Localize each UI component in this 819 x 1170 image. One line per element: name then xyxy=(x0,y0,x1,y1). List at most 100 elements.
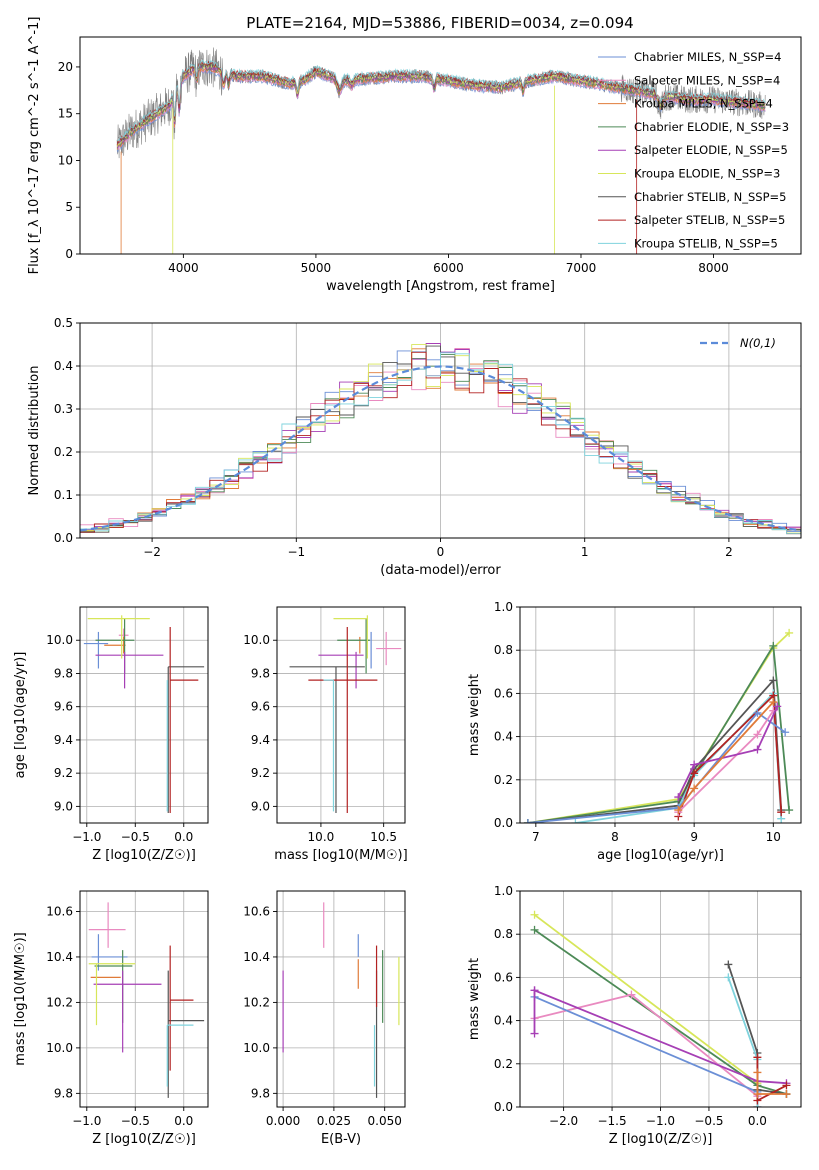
spectrum-xtick-label: 5000 xyxy=(301,261,332,275)
gaussian-curve xyxy=(80,365,801,532)
weight-marker-salpeter-elodie xyxy=(773,702,782,711)
weight_vs_age-axes: 7 8 9 10 0.0 0.2 0.4 0.6 0.8 1.0 age [log10(age/yr… xyxy=(467,600,802,863)
mass_vs_Z-ytick-label: 10.4 xyxy=(46,950,73,964)
weight-marker-chabrier-stelib xyxy=(724,960,733,969)
age_vs_Z-xlabel: Z [log10(Z/Z☉)] xyxy=(92,848,196,863)
weight_vs_Z-xtick-label: −1.5 xyxy=(597,1114,626,1128)
mass_vs_ebv-xtick-label: 0.050 xyxy=(368,1114,402,1128)
mass_vs_Z-xtick-label: 0.0 xyxy=(174,1114,193,1128)
residuals-ytick-label: 0.4 xyxy=(54,359,73,373)
weight-marker-kroupa-miles xyxy=(782,1090,791,1099)
residuals-plot-area xyxy=(80,343,801,535)
weight-marker-kroupa-stelib xyxy=(571,819,580,823)
legend-label-kroupa-stelib: Kroupa STELIB, N_SSP=5 xyxy=(634,236,778,250)
point-salpeter-elodie xyxy=(318,651,364,689)
age_vs_mass-xtick-label: 10.0 xyxy=(308,830,335,844)
weight-marker-salpeter-elodie xyxy=(753,745,762,754)
residuals-xtick-label: 1 xyxy=(581,545,589,559)
spectrum-ytick-label: 15 xyxy=(58,107,73,121)
point-salpeter-elodie xyxy=(95,651,164,689)
weight_vs_age-xlabel: age [log10(age/yr)] xyxy=(597,848,724,863)
mass_vs_Z-ytick-label: 10.6 xyxy=(46,904,73,918)
mass_vs_ebv-ytick-label: 10.6 xyxy=(243,904,270,918)
spectrum-xtick-label: 4000 xyxy=(168,261,199,275)
residuals-xtick-label: 0 xyxy=(437,545,445,559)
spectrum-ytick-label: 20 xyxy=(58,60,73,74)
age_vs_mass-ytick-label: 9.8 xyxy=(251,666,270,680)
point-chabrier-miles xyxy=(91,934,128,971)
weight_vs_age-xtick-label: 9 xyxy=(690,830,698,844)
mass_vs_Z-ytick-label: 10.0 xyxy=(46,1041,73,1055)
weight-marker-chabrier-miles xyxy=(753,708,762,717)
weight_vs_Z-xtick-label: 0.0 xyxy=(748,1114,767,1128)
weight-marker-kroupa-miles xyxy=(674,806,683,815)
age_vs_mass-ytick-label: 9.4 xyxy=(251,733,270,747)
residuals-ylabel: Normed distribution xyxy=(27,366,42,496)
mass_vs_Z-ytick-label: 10.2 xyxy=(46,995,73,1009)
weight-marker-kroupa-miles xyxy=(769,698,778,707)
residual-hist-kroupa-stelib xyxy=(80,352,801,535)
weight-marker-salpeter-stelib xyxy=(782,1081,791,1090)
point-kroupa-elodie xyxy=(333,615,368,659)
residual-hist-chabrier-stelib xyxy=(80,345,801,533)
mass_vs_Z-ylabel: mass [log10(M/M☉)] xyxy=(13,932,28,1065)
weight-line-salpeter-stelib xyxy=(677,693,783,817)
weight_vs_Z-ytick-label: 1.0 xyxy=(494,884,513,898)
point-kroupa-elodie xyxy=(87,615,150,659)
weight-marker-chabrier-miles xyxy=(523,819,532,823)
weight-marker-chabrier-elodie xyxy=(769,641,778,650)
mass_vs_Z-frame xyxy=(79,890,209,1108)
weight_vs_Z-axes: −2.0 −1.5 −1.0 −0.5 0.0 0.0 0.2 0.4 0.6 0.8 1.0 Z [… xyxy=(467,884,802,1147)
point-kroupa-stelib xyxy=(323,679,335,812)
mass_vs_Z-plot-area xyxy=(88,902,205,1098)
spectrum-ytick-label: 10 xyxy=(58,153,73,167)
mass_vs_ebv-frame xyxy=(276,890,406,1108)
age_vs_mass-ytick-label: 9.6 xyxy=(251,700,270,714)
spectrum-xtick-label: 6000 xyxy=(433,261,464,275)
age_vs_mass-axes: 10.0 10.5 9.0 9.2 9.4 9.6 9.8 10.0 mass [log10(M… xyxy=(243,606,408,863)
point-salpeter-stelib xyxy=(169,945,194,1071)
residuals-ytick-label: 0.0 xyxy=(54,531,73,545)
spectrum-ytick-label: 5 xyxy=(65,200,73,214)
weight-marker-chabrier-elodie xyxy=(785,806,794,815)
mass_vs_ebv-xtick-label: 0.025 xyxy=(317,1114,351,1128)
mass_vs_ebv-axes: 0.000 0.025 0.050 9.8 10.0 10.2 10.4 10.6 E(B-V) xyxy=(243,890,406,1147)
mass_vs_Z-xtick-label: −0.5 xyxy=(121,1114,150,1128)
point-kroupa-elodie xyxy=(88,963,136,1026)
age_vs_Z-ytick-label: 9.4 xyxy=(54,733,73,747)
weight-marker-kroupa-miles xyxy=(690,784,699,793)
weight_vs_age-ytick-label: 0.0 xyxy=(494,816,513,830)
weight_vs_Z-ytick-label: 0.2 xyxy=(494,1057,513,1071)
age_vs_Z-plot-area xyxy=(83,615,205,814)
weight_vs_age-xtick-label: 8 xyxy=(611,830,619,844)
weight_vs_age-ytick-label: 0.2 xyxy=(494,773,513,787)
weight-line-chabrier-miles xyxy=(527,711,786,823)
mass_vs_ebv-xtick-label: 0.000 xyxy=(266,1114,300,1128)
mass_vs_Z-xlabel: Z [log10(Z/Z☉)] xyxy=(92,1132,196,1147)
weight_vs_Z-xtick-label: −2.0 xyxy=(549,1114,578,1128)
age_vs_mass-ytick-label: 10.0 xyxy=(243,633,270,647)
point-salpeter-stelib xyxy=(308,626,378,814)
legend-label-chabrier-elodie: Chabrier ELODIE, N_SSP=3 xyxy=(634,120,789,134)
age_vs_mass-frame xyxy=(276,606,406,824)
legend-label-kroupa-miles: Kroupa MILES, N_SSP=4 xyxy=(634,97,773,111)
point-chabrier-elodie xyxy=(337,618,370,674)
weight_vs_Z-xtick-label: −0.5 xyxy=(694,1114,723,1128)
residual-legend: N(0,1) xyxy=(700,336,776,350)
weight_vs_age-ytick-label: 1.0 xyxy=(494,600,513,614)
mass_vs_ebv-ytick-label: 10.2 xyxy=(243,995,270,1009)
weight_vs_age-xtick-label: 10 xyxy=(766,830,781,844)
weight-marker-salpeter-elodie xyxy=(674,793,683,802)
age_vs_Z-ytick-label: 9.2 xyxy=(54,766,73,780)
point-salpeter-elodie xyxy=(93,970,162,1053)
weight_vs_Z-xlabel: Z [log10(Z/Z☉)] xyxy=(609,1132,713,1147)
weight_vs_Z-ytick-label: 0.6 xyxy=(494,970,513,984)
point-salpeter-stelib xyxy=(169,626,199,814)
spectrum-ytick-label: 0 xyxy=(65,247,73,261)
residuals-ytick-label: 0.3 xyxy=(54,402,73,416)
weight-line-chabrier-elodie xyxy=(527,643,790,823)
point-salpeter-miles xyxy=(88,902,126,948)
point-salpeter-miles xyxy=(376,631,402,666)
mass_vs_ebv-ytick-label: 10.4 xyxy=(243,950,270,964)
